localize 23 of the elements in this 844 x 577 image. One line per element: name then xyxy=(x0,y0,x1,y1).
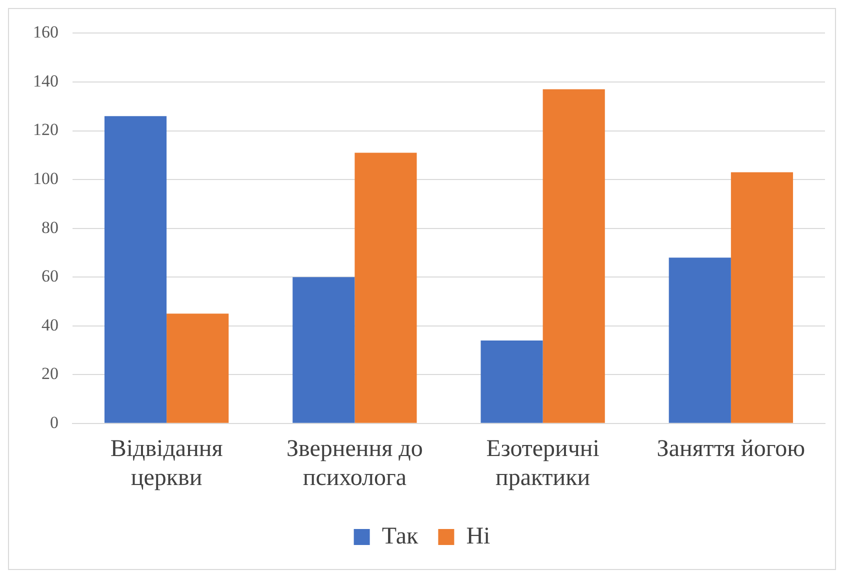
y-tick-label: 0 xyxy=(50,412,58,432)
y-tick-label: 60 xyxy=(42,266,58,286)
bar xyxy=(730,172,794,423)
y-tick-label: 160 xyxy=(33,22,58,42)
legend-label: Так xyxy=(382,523,419,550)
x-tick-label: Езотеричні практики xyxy=(486,436,600,491)
bar xyxy=(354,152,417,423)
bar xyxy=(292,277,355,423)
bar xyxy=(480,340,543,423)
y-tick-label: 20 xyxy=(42,364,58,384)
x-tick-label: Заняття йогою xyxy=(656,436,806,462)
y-tick-label: 100 xyxy=(33,168,58,188)
legend-label: Ні xyxy=(466,523,491,550)
bar xyxy=(104,116,167,423)
bar xyxy=(668,258,731,423)
bar xyxy=(542,89,605,423)
x-tick-label: Відвідання церкви xyxy=(110,436,223,491)
y-tick-label: 80 xyxy=(42,218,58,237)
x-tick-label: Звернення до психолога xyxy=(286,436,423,491)
y-tick-label: 120 xyxy=(33,120,58,140)
bar xyxy=(166,314,229,423)
y-tick-label: 40 xyxy=(42,315,58,334)
y-tick-label: 140 xyxy=(33,71,58,90)
